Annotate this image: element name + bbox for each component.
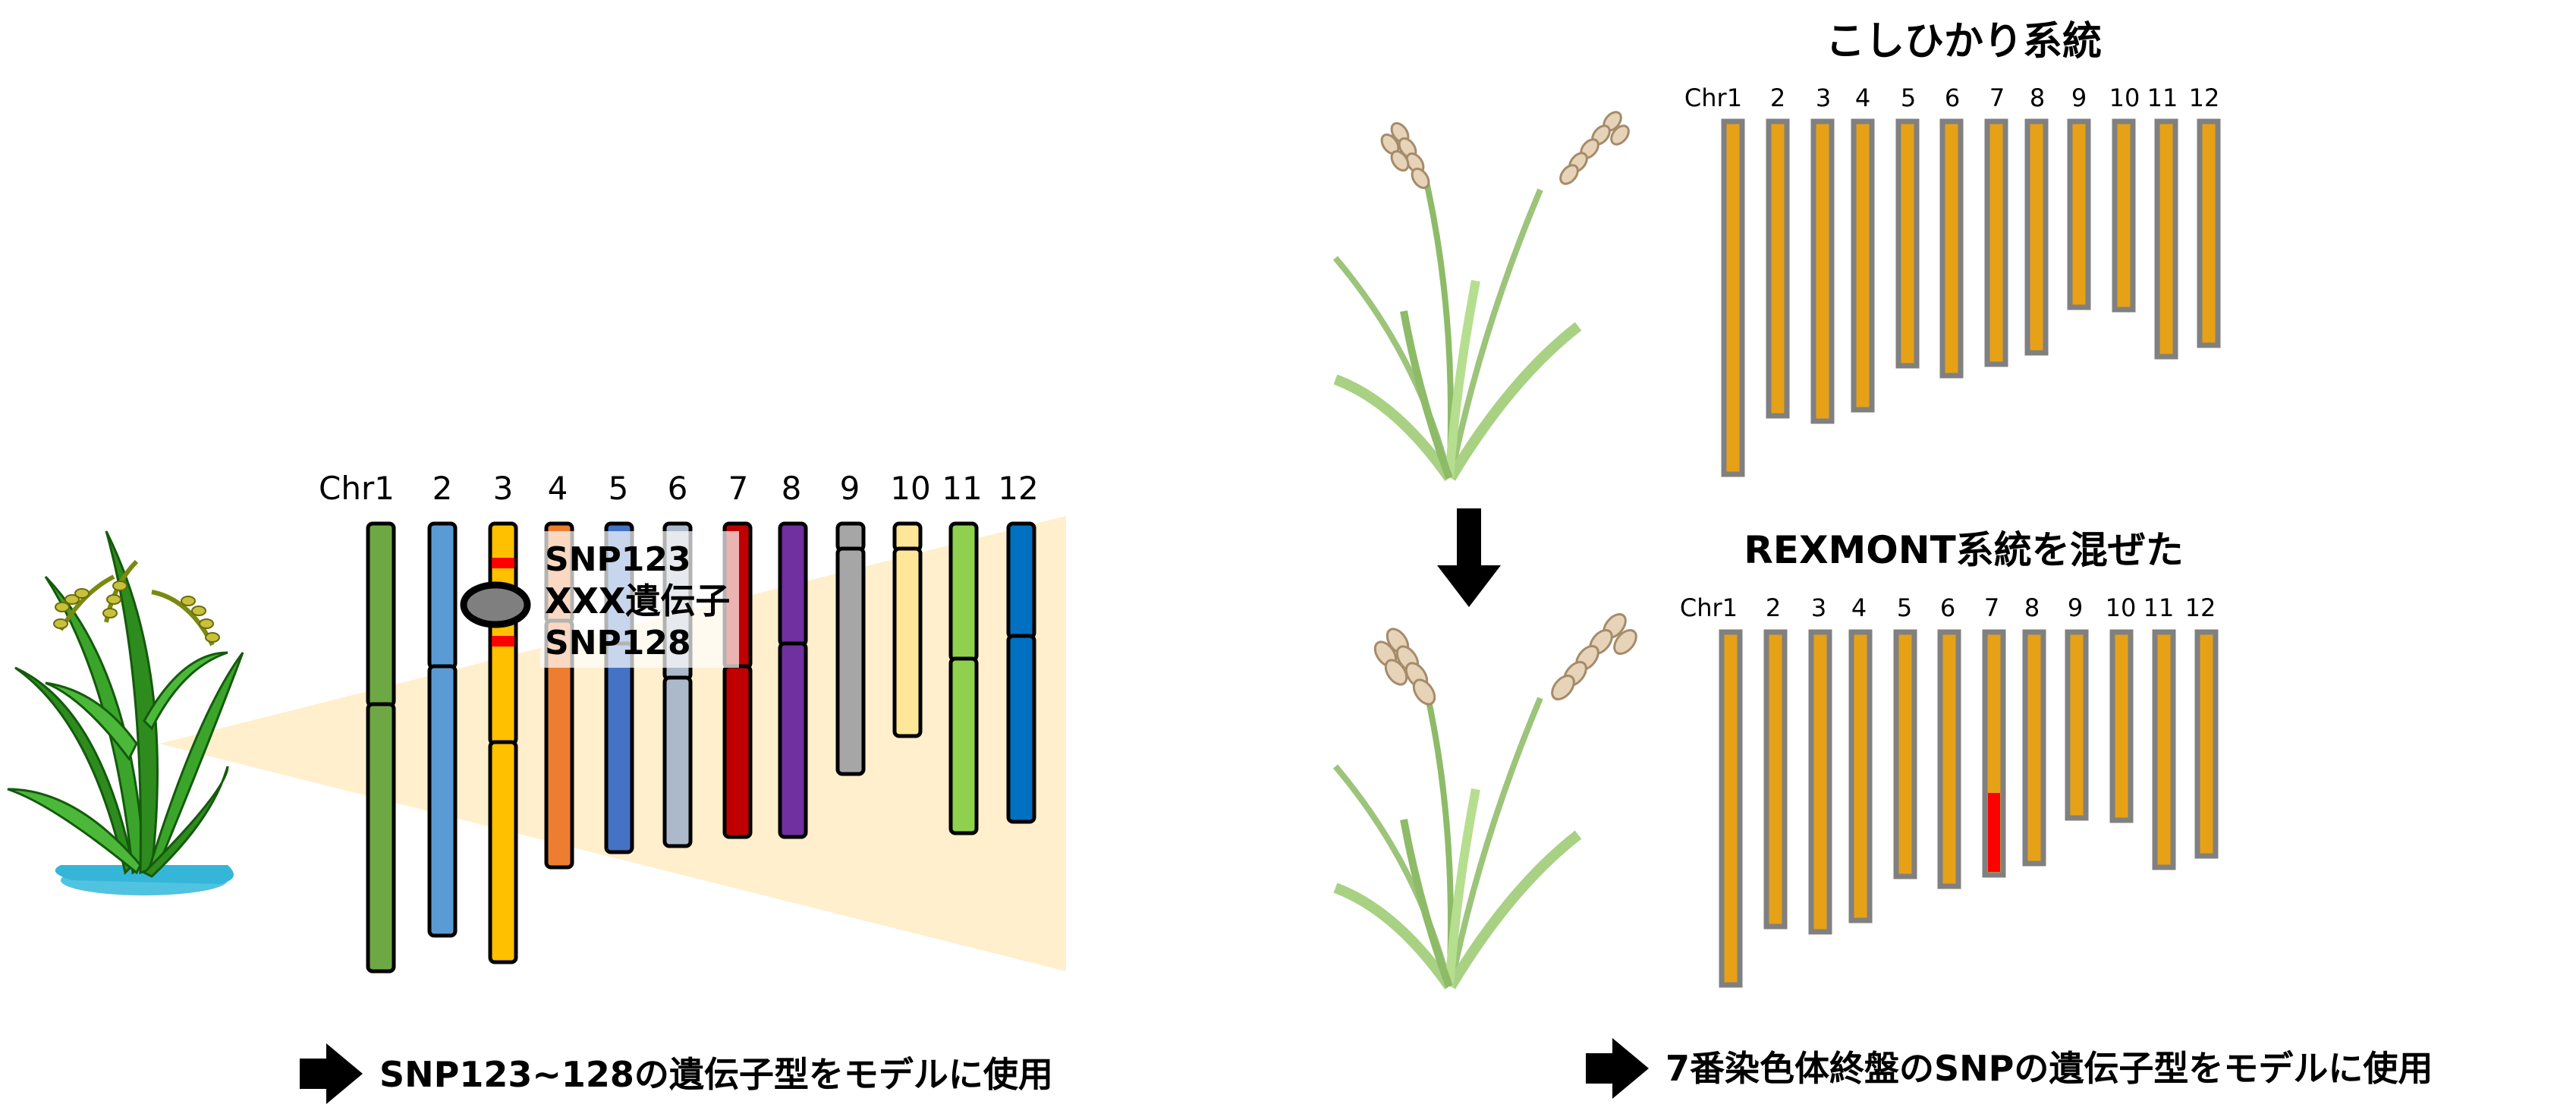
rexmont-chr-9 [2065, 629, 2089, 821]
bottom-chr-label: 7 [1984, 593, 1999, 622]
bottom-chr-label: 8 [2024, 593, 2040, 622]
right-arrow-icon [1586, 1038, 1649, 1099]
chromosome-11 [948, 521, 979, 835]
koshihikari-chr-7 [1984, 118, 2008, 367]
rexmont-chr-8 [2022, 629, 2046, 867]
koshihikari-chr-1 [1721, 118, 1745, 477]
rexmont-chr-10 [2109, 629, 2134, 823]
callout-gene: XXX遺伝子 [545, 580, 730, 621]
top-chr-label: 8 [2030, 83, 2045, 112]
right-panel: こしひかり系統 Chr1 2 3 4 5 6 7 8 9 10 11 12 [1332, 19, 2433, 1099]
left-chr-label: 2 [432, 470, 453, 507]
bottom-chr-label: 5 [1897, 593, 1912, 622]
top-chr-label: 4 [1855, 83, 1870, 112]
bottom-chr-label: 11 [2144, 593, 2175, 622]
left-chr-label: Chr1 [319, 470, 395, 507]
koshihikari-chr-12 [2197, 118, 2221, 348]
rexmont-chr-4 [1848, 629, 1873, 923]
chromosome-8 [778, 521, 808, 839]
left-chr-label: 12 [998, 470, 1038, 507]
left-chr-label: 6 [668, 470, 688, 507]
snp128-marker [492, 636, 514, 647]
left-chr-label: 8 [782, 470, 802, 507]
rice-ear-plant-icon [1332, 613, 1637, 990]
left-chr-label: 4 [548, 470, 568, 507]
koshihikari-title: こしひかり系統 [1826, 19, 2102, 64]
left-caption: SNP123~128の遺伝子型をモデルに使用 [379, 1054, 1053, 1095]
top-chr-label: 7 [1989, 83, 2005, 112]
callout-box [540, 531, 739, 668]
koshihikari-chromosomes [1721, 118, 2221, 477]
rexmont-chr-11 [2152, 629, 2176, 870]
left-chr-label: 3 [493, 470, 514, 507]
koshihikari-chr-10 [2112, 118, 2136, 313]
rexmont-chromosomes [1719, 629, 2219, 988]
top-chr-label: Chr1 [1684, 83, 1742, 112]
top-chr-label: 6 [1945, 83, 1960, 112]
snp123-marker [492, 558, 514, 568]
chromosome-2 [427, 521, 458, 938]
koshihikari-chr-3 [1810, 118, 1835, 424]
left-chromosome-labels: Chr1 2 3 4 5 6 7 8 9 10 11 12 [319, 470, 1039, 507]
bottom-chr-label: 10 [2106, 593, 2137, 622]
rexmont-chr-1 [1719, 629, 1743, 988]
down-arrow-icon [1437, 508, 1501, 607]
top-chromosome-labels: Chr1 2 3 4 5 6 7 8 9 10 11 12 [1684, 83, 2219, 112]
koshihikari-chr-6 [1939, 118, 1964, 379]
left-chr-label: 9 [840, 470, 860, 507]
koshihikari-chr-11 [2154, 118, 2178, 360]
left-chr-label: 5 [609, 470, 629, 507]
left-chr-label: 11 [942, 470, 982, 507]
left-chr-label: 10 [890, 470, 930, 507]
rexmont-chr-12 [2194, 629, 2219, 859]
top-chr-label: 9 [2071, 83, 2087, 112]
rexmont-chr-2 [1763, 629, 1788, 930]
rexmont-chr-6 [1937, 629, 1961, 889]
rexmont-chr-3 [1808, 629, 1832, 935]
rexmont-chr-7-introgression [1988, 793, 2000, 872]
left-chromosomes [366, 521, 1036, 974]
chromosome-10 [892, 521, 923, 738]
bottom-chr-label: 3 [1811, 593, 1826, 622]
callout-snp123: SNP123 [545, 540, 691, 579]
chromosome-9 [835, 521, 866, 776]
koshihikari-chr-9 [2067, 118, 2091, 310]
bottom-chr-label: Chr1 [1680, 593, 1738, 622]
left-chr-label: 7 [728, 470, 749, 507]
top-chr-label: 11 [2147, 83, 2178, 112]
rice-plant-icon [7, 530, 244, 895]
chromosome-3 [488, 521, 518, 964]
rexmont-title: REXMONT系統を混ぜた [1744, 528, 2183, 572]
top-chr-label: 2 [1770, 83, 1785, 112]
bottom-chromosome-labels: Chr1 2 3 4 5 6 7 8 9 10 11 12 [1680, 593, 2216, 622]
bottom-chr-label: 2 [1766, 593, 1781, 622]
top-chr-label: 3 [1816, 83, 1831, 112]
left-panel: Chr1 2 3 4 5 6 7 8 9 10 11 12 [7, 470, 1066, 1104]
rexmont-chr-5 [1893, 629, 1917, 879]
right-caption: 7番染色体終盤のSNPの遺伝子型をモデルに使用 [1665, 1048, 2433, 1089]
bottom-chr-label: 4 [1851, 593, 1867, 622]
rice-ear-plant-icon [1332, 111, 1630, 482]
koshihikari-chr-5 [1895, 118, 1920, 369]
callout-snp128: SNP128 [545, 624, 691, 662]
koshihikari-chr-2 [1766, 118, 1790, 419]
chromosome-1 [366, 521, 396, 974]
bottom-chr-label: 9 [2068, 593, 2083, 622]
top-chr-label: 5 [1901, 83, 1916, 112]
bottom-chr-label: 6 [1940, 593, 1955, 622]
bottom-chr-label: 12 [2185, 593, 2216, 622]
right-arrow-icon [300, 1043, 363, 1104]
top-chr-label: 12 [2189, 83, 2220, 112]
top-chr-label: 10 [2109, 83, 2140, 112]
chromosome-12 [1006, 521, 1036, 824]
koshihikari-chr-8 [2024, 118, 2049, 356]
gene-oval [460, 581, 531, 628]
koshihikari-chr-4 [1851, 118, 1875, 413]
